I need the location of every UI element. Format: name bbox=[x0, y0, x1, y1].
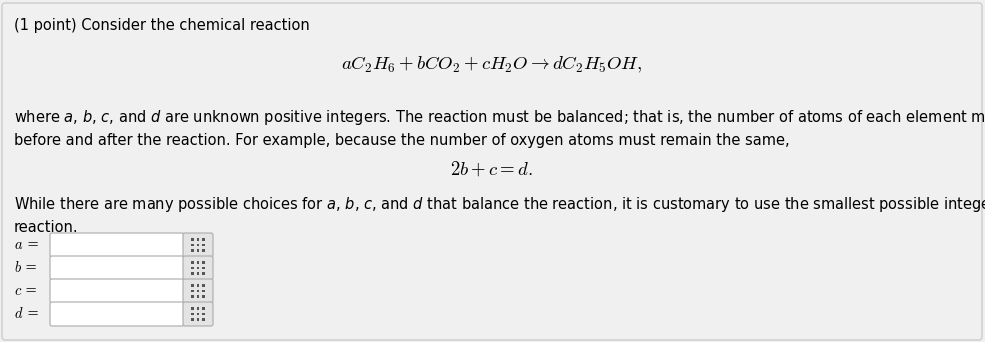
FancyBboxPatch shape bbox=[202, 307, 205, 310]
Text: While there are many possible choices for $a$, $b$, $c$, and $d$ that balance th: While there are many possible choices fo… bbox=[14, 195, 985, 214]
FancyBboxPatch shape bbox=[197, 290, 199, 292]
FancyBboxPatch shape bbox=[202, 272, 205, 275]
FancyBboxPatch shape bbox=[202, 267, 205, 269]
Text: $a$ =: $a$ = bbox=[14, 238, 39, 252]
Text: where $a$, $b$, $c$, and $d$ are unknown positive integers. The reaction must be: where $a$, $b$, $c$, and $d$ are unknown… bbox=[14, 108, 985, 127]
Text: $2b + c = d.$: $2b + c = d.$ bbox=[450, 160, 534, 179]
FancyBboxPatch shape bbox=[202, 249, 205, 252]
FancyBboxPatch shape bbox=[202, 244, 205, 246]
FancyBboxPatch shape bbox=[183, 233, 213, 257]
FancyBboxPatch shape bbox=[183, 302, 213, 326]
FancyBboxPatch shape bbox=[202, 318, 205, 321]
FancyBboxPatch shape bbox=[191, 267, 194, 269]
FancyBboxPatch shape bbox=[197, 238, 199, 241]
FancyBboxPatch shape bbox=[197, 313, 199, 315]
Text: before and after the reaction. For example, because the number of oxygen atoms m: before and after the reaction. For examp… bbox=[14, 133, 790, 148]
FancyBboxPatch shape bbox=[191, 318, 194, 321]
FancyBboxPatch shape bbox=[202, 284, 205, 287]
FancyBboxPatch shape bbox=[197, 295, 199, 298]
Text: $d$ =: $d$ = bbox=[14, 306, 39, 321]
FancyBboxPatch shape bbox=[197, 272, 199, 275]
FancyBboxPatch shape bbox=[202, 261, 205, 264]
FancyBboxPatch shape bbox=[183, 256, 213, 280]
Text: (1 point) Consider the chemical reaction: (1 point) Consider the chemical reaction bbox=[14, 18, 309, 33]
FancyBboxPatch shape bbox=[50, 256, 184, 280]
FancyBboxPatch shape bbox=[202, 295, 205, 298]
FancyBboxPatch shape bbox=[191, 307, 194, 310]
FancyBboxPatch shape bbox=[50, 302, 184, 326]
FancyBboxPatch shape bbox=[202, 238, 205, 241]
FancyBboxPatch shape bbox=[191, 284, 194, 287]
FancyBboxPatch shape bbox=[197, 249, 199, 252]
Text: $aC_2H_6 + bCO_2 + cH_2O \rightarrow dC_2H_5OH,$: $aC_2H_6 + bCO_2 + cH_2O \rightarrow dC_… bbox=[342, 55, 642, 75]
FancyBboxPatch shape bbox=[197, 261, 199, 264]
FancyBboxPatch shape bbox=[2, 3, 982, 340]
FancyBboxPatch shape bbox=[191, 249, 194, 252]
FancyBboxPatch shape bbox=[197, 318, 199, 321]
FancyBboxPatch shape bbox=[197, 244, 199, 246]
Text: $b$ =: $b$ = bbox=[14, 261, 37, 276]
Text: $c$ =: $c$ = bbox=[14, 284, 37, 298]
FancyBboxPatch shape bbox=[50, 279, 184, 303]
FancyBboxPatch shape bbox=[202, 313, 205, 315]
FancyBboxPatch shape bbox=[197, 284, 199, 287]
FancyBboxPatch shape bbox=[191, 290, 194, 292]
FancyBboxPatch shape bbox=[197, 307, 199, 310]
FancyBboxPatch shape bbox=[191, 244, 194, 246]
FancyBboxPatch shape bbox=[183, 279, 213, 303]
FancyBboxPatch shape bbox=[191, 272, 194, 275]
Text: reaction.: reaction. bbox=[14, 220, 79, 235]
FancyBboxPatch shape bbox=[197, 267, 199, 269]
FancyBboxPatch shape bbox=[191, 313, 194, 315]
FancyBboxPatch shape bbox=[50, 233, 184, 257]
FancyBboxPatch shape bbox=[202, 290, 205, 292]
FancyBboxPatch shape bbox=[191, 295, 194, 298]
FancyBboxPatch shape bbox=[191, 261, 194, 264]
FancyBboxPatch shape bbox=[191, 238, 194, 241]
